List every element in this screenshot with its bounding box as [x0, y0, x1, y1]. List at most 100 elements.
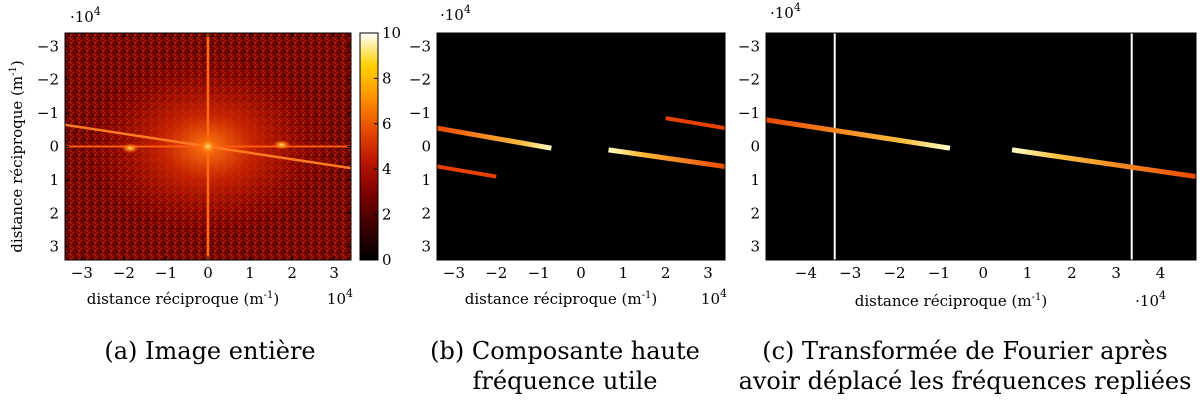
- xlabel-text: distance réciproque (m: [465, 290, 642, 308]
- colorbar-gradient: [359, 32, 379, 261]
- x-tick-label: −1: [155, 264, 177, 282]
- xlabel-suffix: ): [651, 290, 657, 308]
- x-scale-label: 104: [327, 287, 353, 308]
- colorbar-tick-label: 4: [382, 160, 392, 178]
- ylabel-sup: -1: [8, 66, 19, 76]
- x-tick-label: 0: [203, 264, 213, 282]
- y-tick-label: −2: [37, 71, 59, 89]
- x-scale-exp: 4: [1159, 289, 1166, 302]
- y-tick-label: 3: [421, 238, 431, 256]
- y-scale-label: ·104: [70, 5, 101, 26]
- heatmap-background: [766, 33, 1196, 260]
- x-tick-label: 1: [619, 264, 629, 282]
- x-tick-label: −3: [71, 264, 93, 282]
- spectral-segment: [665, 116, 725, 131]
- y-scale-label: ·104: [770, 1, 801, 22]
- xlabel-sup: -1: [264, 290, 274, 301]
- y-tick-label: −1: [37, 104, 59, 122]
- x-scale-base: 10: [701, 290, 720, 308]
- xlabel-suffix: ): [273, 290, 279, 308]
- caption-b-line-1: (b) Composante haute: [430, 337, 700, 365]
- y-tick-label: 2: [750, 204, 760, 222]
- x-tick-label: −3: [839, 264, 861, 282]
- x-tick-label: −2: [113, 264, 135, 282]
- caption-b-line-2: fréquence utile: [472, 367, 658, 395]
- y-tick-label: 0: [49, 138, 59, 156]
- caption-c: (c) Transformée de Fourier après avoir d…: [730, 336, 1200, 396]
- y-scale-exp: 4: [464, 3, 471, 16]
- y-tick-label: −3: [738, 37, 760, 55]
- spectral-segment: [1011, 147, 1196, 180]
- xlabel-text: distance réciproque (m: [87, 290, 264, 308]
- colorbar: 0 2 4 6 8 10: [359, 24, 401, 269]
- y-tick-label: 1: [750, 171, 760, 189]
- central-peak: [199, 137, 217, 156]
- xlabel-sup: -1: [642, 290, 652, 301]
- x-scale-label: 104: [701, 287, 727, 308]
- colorbar-tick-label: 10: [382, 24, 401, 42]
- xlabel-suffix: ): [1041, 292, 1047, 310]
- xlabel: distance réciproque (m-1): [855, 292, 1047, 310]
- y-tick-label: −2: [409, 71, 431, 89]
- x-scale-label: ·104: [1135, 289, 1166, 310]
- x-tick-label: 3: [1111, 264, 1121, 282]
- x-tick-label: 1: [1023, 264, 1033, 282]
- side-peak: [272, 139, 291, 150]
- y-scale-base: ·10: [770, 4, 794, 22]
- colorbar-tick-label: 8: [382, 69, 392, 87]
- x-tick-label: −2: [883, 264, 905, 282]
- caption-a: (a) Image entière: [55, 336, 365, 366]
- heatmap-b: [437, 33, 725, 260]
- y-tick-label: 0: [750, 138, 760, 156]
- y-tick-label: 0: [421, 138, 431, 156]
- x-tick-label: −2: [485, 264, 507, 282]
- x-tick-label: 2: [287, 264, 297, 282]
- heatmap-a: [65, 33, 351, 260]
- y-tick-label: −3: [37, 37, 59, 55]
- y-tick-label: −3: [409, 37, 431, 55]
- y-tick-label: −2: [738, 71, 760, 89]
- ylabel: distance réciproque (m-1): [8, 60, 26, 252]
- x-tick-label: 0: [576, 264, 586, 282]
- y-tick-label: −1: [409, 104, 431, 122]
- side-peak: [121, 143, 140, 154]
- y-tick-label: 1: [49, 171, 59, 189]
- y-tick-label: 2: [49, 204, 59, 222]
- x-tick-label: 2: [661, 264, 671, 282]
- y-scale-label: ·104: [440, 3, 471, 24]
- heatmap-background: [437, 33, 725, 260]
- xlabel-sup: -1: [1032, 292, 1042, 303]
- heatmap-c: [766, 33, 1196, 260]
- x-tick-label: 3: [703, 264, 713, 282]
- y-scale-exp: 4: [794, 1, 801, 14]
- x-tick-label: 3: [329, 264, 339, 282]
- x-tick-label: 2: [1067, 264, 1077, 282]
- caption-a-line-1: (a) Image entière: [104, 337, 316, 365]
- x-tick-label: −1: [528, 264, 550, 282]
- colorbar-tick-label: 6: [382, 115, 392, 133]
- colorbar-tick-label: 2: [382, 206, 392, 224]
- spectral-segment: [766, 117, 951, 151]
- x-scale-base: ·10: [1135, 292, 1159, 310]
- caption-c-line-1: (c) Transformée de Fourier après: [762, 337, 1168, 365]
- ylabel-suffix: ): [8, 60, 26, 66]
- y-scale-exp: 4: [94, 5, 101, 18]
- y-scale-base: ·10: [440, 6, 464, 24]
- y-tick-label: 3: [49, 238, 59, 256]
- y-tick-label: 2: [421, 204, 431, 222]
- x-scale-base: 10: [327, 290, 346, 308]
- xlabel: distance réciproque (m-1): [465, 290, 657, 308]
- colorbar-tick-label: 0: [382, 251, 392, 269]
- spectral-segment: [608, 147, 725, 170]
- xlabel-text: distance réciproque (m: [855, 292, 1032, 310]
- y-tick-label: 3: [750, 238, 760, 256]
- xlabel: distance réciproque (m-1): [87, 290, 279, 308]
- x-tick-label: −3: [443, 264, 465, 282]
- x-tick-label: 0: [978, 264, 988, 282]
- x-tick-label: −4: [795, 264, 817, 282]
- ylabel-text: distance réciproque (m: [8, 76, 26, 253]
